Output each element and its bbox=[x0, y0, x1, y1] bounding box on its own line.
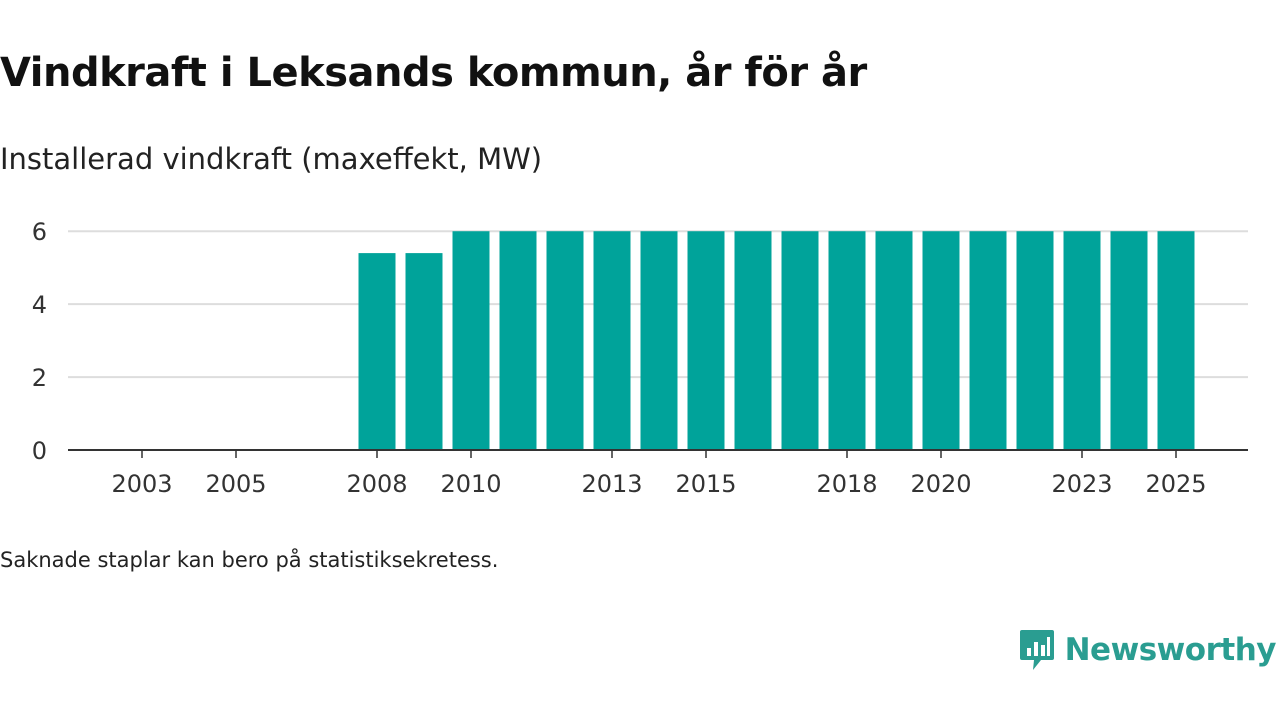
y-tick-label: 2 bbox=[32, 364, 47, 392]
x-tick-label: 2005 bbox=[205, 470, 266, 498]
bar-2009 bbox=[405, 253, 443, 450]
x-tick-label: 2025 bbox=[1145, 470, 1206, 498]
bar-2015 bbox=[687, 231, 725, 450]
x-tick-label: 2020 bbox=[910, 470, 971, 498]
x-tick-label: 2010 bbox=[440, 470, 501, 498]
x-tick-label: 2008 bbox=[346, 470, 407, 498]
bar-2020 bbox=[922, 231, 960, 450]
y-tick-label: 0 bbox=[32, 437, 47, 465]
bar-2024 bbox=[1110, 231, 1148, 450]
x-tick-label: 2015 bbox=[675, 470, 736, 498]
bar-2021 bbox=[969, 231, 1007, 450]
axes: 0 2 4 6 2003 2005 2008 2010 2013 2015 2018 2020 2023… bbox=[32, 218, 1248, 498]
bar-2017 bbox=[781, 231, 819, 450]
bar-2013 bbox=[593, 231, 631, 450]
bar-2023 bbox=[1063, 231, 1101, 450]
brand-logo: Newsworthy bbox=[1019, 628, 1277, 672]
x-tick-label: 2023 bbox=[1051, 470, 1112, 498]
bar-2018 bbox=[828, 231, 866, 450]
newsworthy-logo-icon bbox=[1019, 630, 1054, 670]
bar-2010 bbox=[452, 231, 490, 450]
bar-2022 bbox=[1016, 231, 1054, 450]
footnote: Saknade staplar kan bero på statistiksek… bbox=[0, 548, 499, 572]
bar-2012 bbox=[546, 231, 584, 450]
chart-title: Vindkraft i Leksands kommun, år för år bbox=[0, 50, 867, 96]
bar-2008 bbox=[358, 253, 396, 450]
brand-name: Newsworthy bbox=[1064, 632, 1277, 668]
bar-2025 bbox=[1157, 231, 1195, 450]
x-tick-label: 2013 bbox=[581, 470, 642, 498]
x-tick-label: 2018 bbox=[816, 470, 877, 498]
bars bbox=[358, 231, 1195, 450]
x-tick-label: 2003 bbox=[111, 470, 172, 498]
chart-subtitle: Installerad vindkraft (maxeffekt, MW) bbox=[0, 142, 543, 176]
y-tick-label: 4 bbox=[32, 291, 47, 319]
bar-2016 bbox=[734, 231, 772, 450]
bar-chart: 0 2 4 6 2003 2005 2008 2010 2013 2015 2018 2020 2023… bbox=[32, 218, 1248, 498]
bar-2019 bbox=[875, 231, 913, 450]
bar-2014 bbox=[640, 231, 678, 450]
y-tick-label: 6 bbox=[32, 218, 47, 246]
bar-2011 bbox=[499, 231, 537, 450]
